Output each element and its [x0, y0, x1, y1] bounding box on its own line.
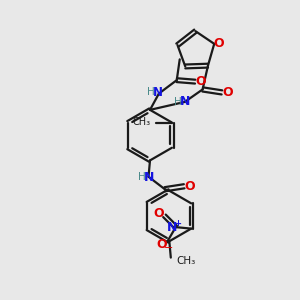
Text: +: +	[175, 219, 182, 228]
Text: O: O	[184, 180, 195, 193]
Text: O: O	[157, 238, 167, 251]
Text: O: O	[222, 86, 232, 99]
Text: H: H	[174, 97, 182, 107]
Text: N: N	[144, 171, 154, 184]
Text: N: N	[167, 220, 177, 234]
Text: H: H	[138, 172, 146, 182]
Text: N: N	[180, 95, 190, 108]
Text: O: O	[195, 75, 206, 88]
Text: CH₃: CH₃	[176, 256, 195, 266]
Text: H: H	[147, 87, 154, 97]
Text: CH₃: CH₃	[132, 117, 150, 127]
Text: O: O	[214, 37, 224, 50]
Text: N: N	[153, 85, 163, 98]
Text: O: O	[154, 207, 164, 220]
Text: −: −	[164, 243, 173, 253]
